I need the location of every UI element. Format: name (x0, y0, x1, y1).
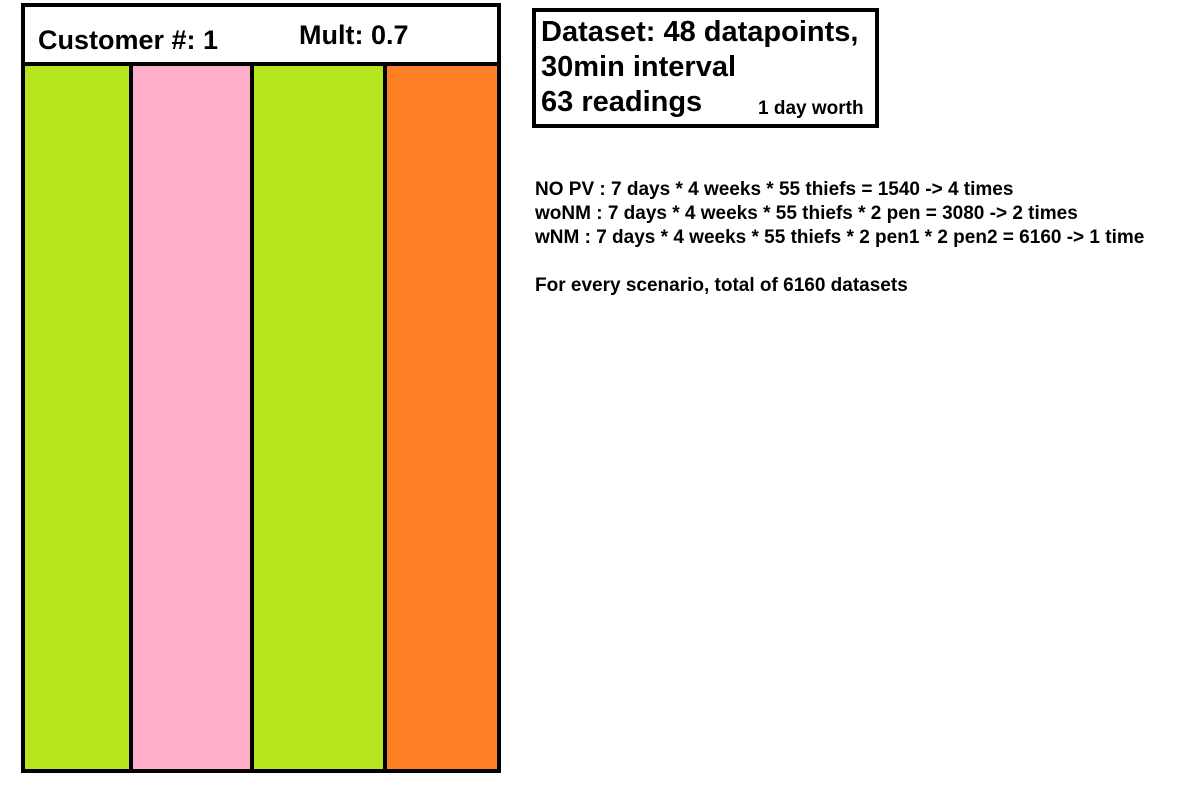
bar-orange (387, 66, 497, 769)
scenario-notes: NO PV : 7 days * 4 weeks * 55 thiefs = 1… (535, 178, 1144, 298)
customer-panel: Customer #: 1 Mult: 0.7 (21, 3, 501, 773)
bar-green-1 (25, 66, 129, 769)
customer-header: Customer #: 1 Mult: 0.7 (25, 7, 497, 66)
dataset-interval: 30min interval (541, 51, 737, 83)
note-summary: For every scenario, total of 6160 datase… (535, 275, 908, 296)
bar-divider (383, 66, 387, 769)
customer-label: Customer #: 1 (38, 25, 219, 55)
color-bars (25, 66, 497, 769)
dataset-readings: 63 readings (541, 86, 703, 118)
note-no-pv: NO PV : 7 days * 4 weeks * 55 thiefs = 1… (535, 179, 1014, 200)
dataset-note: 1 day worth (758, 98, 864, 119)
dataset-box: Dataset: 48 datapoints, 30min interval 6… (532, 8, 879, 128)
note-wnm: wNM : 7 days * 4 weeks * 55 thiefs * 2 p… (535, 227, 1145, 248)
bar-divider (129, 66, 133, 769)
bar-green-2 (254, 66, 383, 769)
note-wonm: woNM : 7 days * 4 weeks * 55 thiefs * 2 … (535, 203, 1078, 224)
dataset-datapoints: Dataset: 48 datapoints, (541, 16, 859, 48)
note-spacer (535, 250, 1144, 274)
bar-pink (133, 66, 250, 769)
bar-divider (250, 66, 254, 769)
mult-label: Mult: 0.7 (299, 20, 409, 50)
